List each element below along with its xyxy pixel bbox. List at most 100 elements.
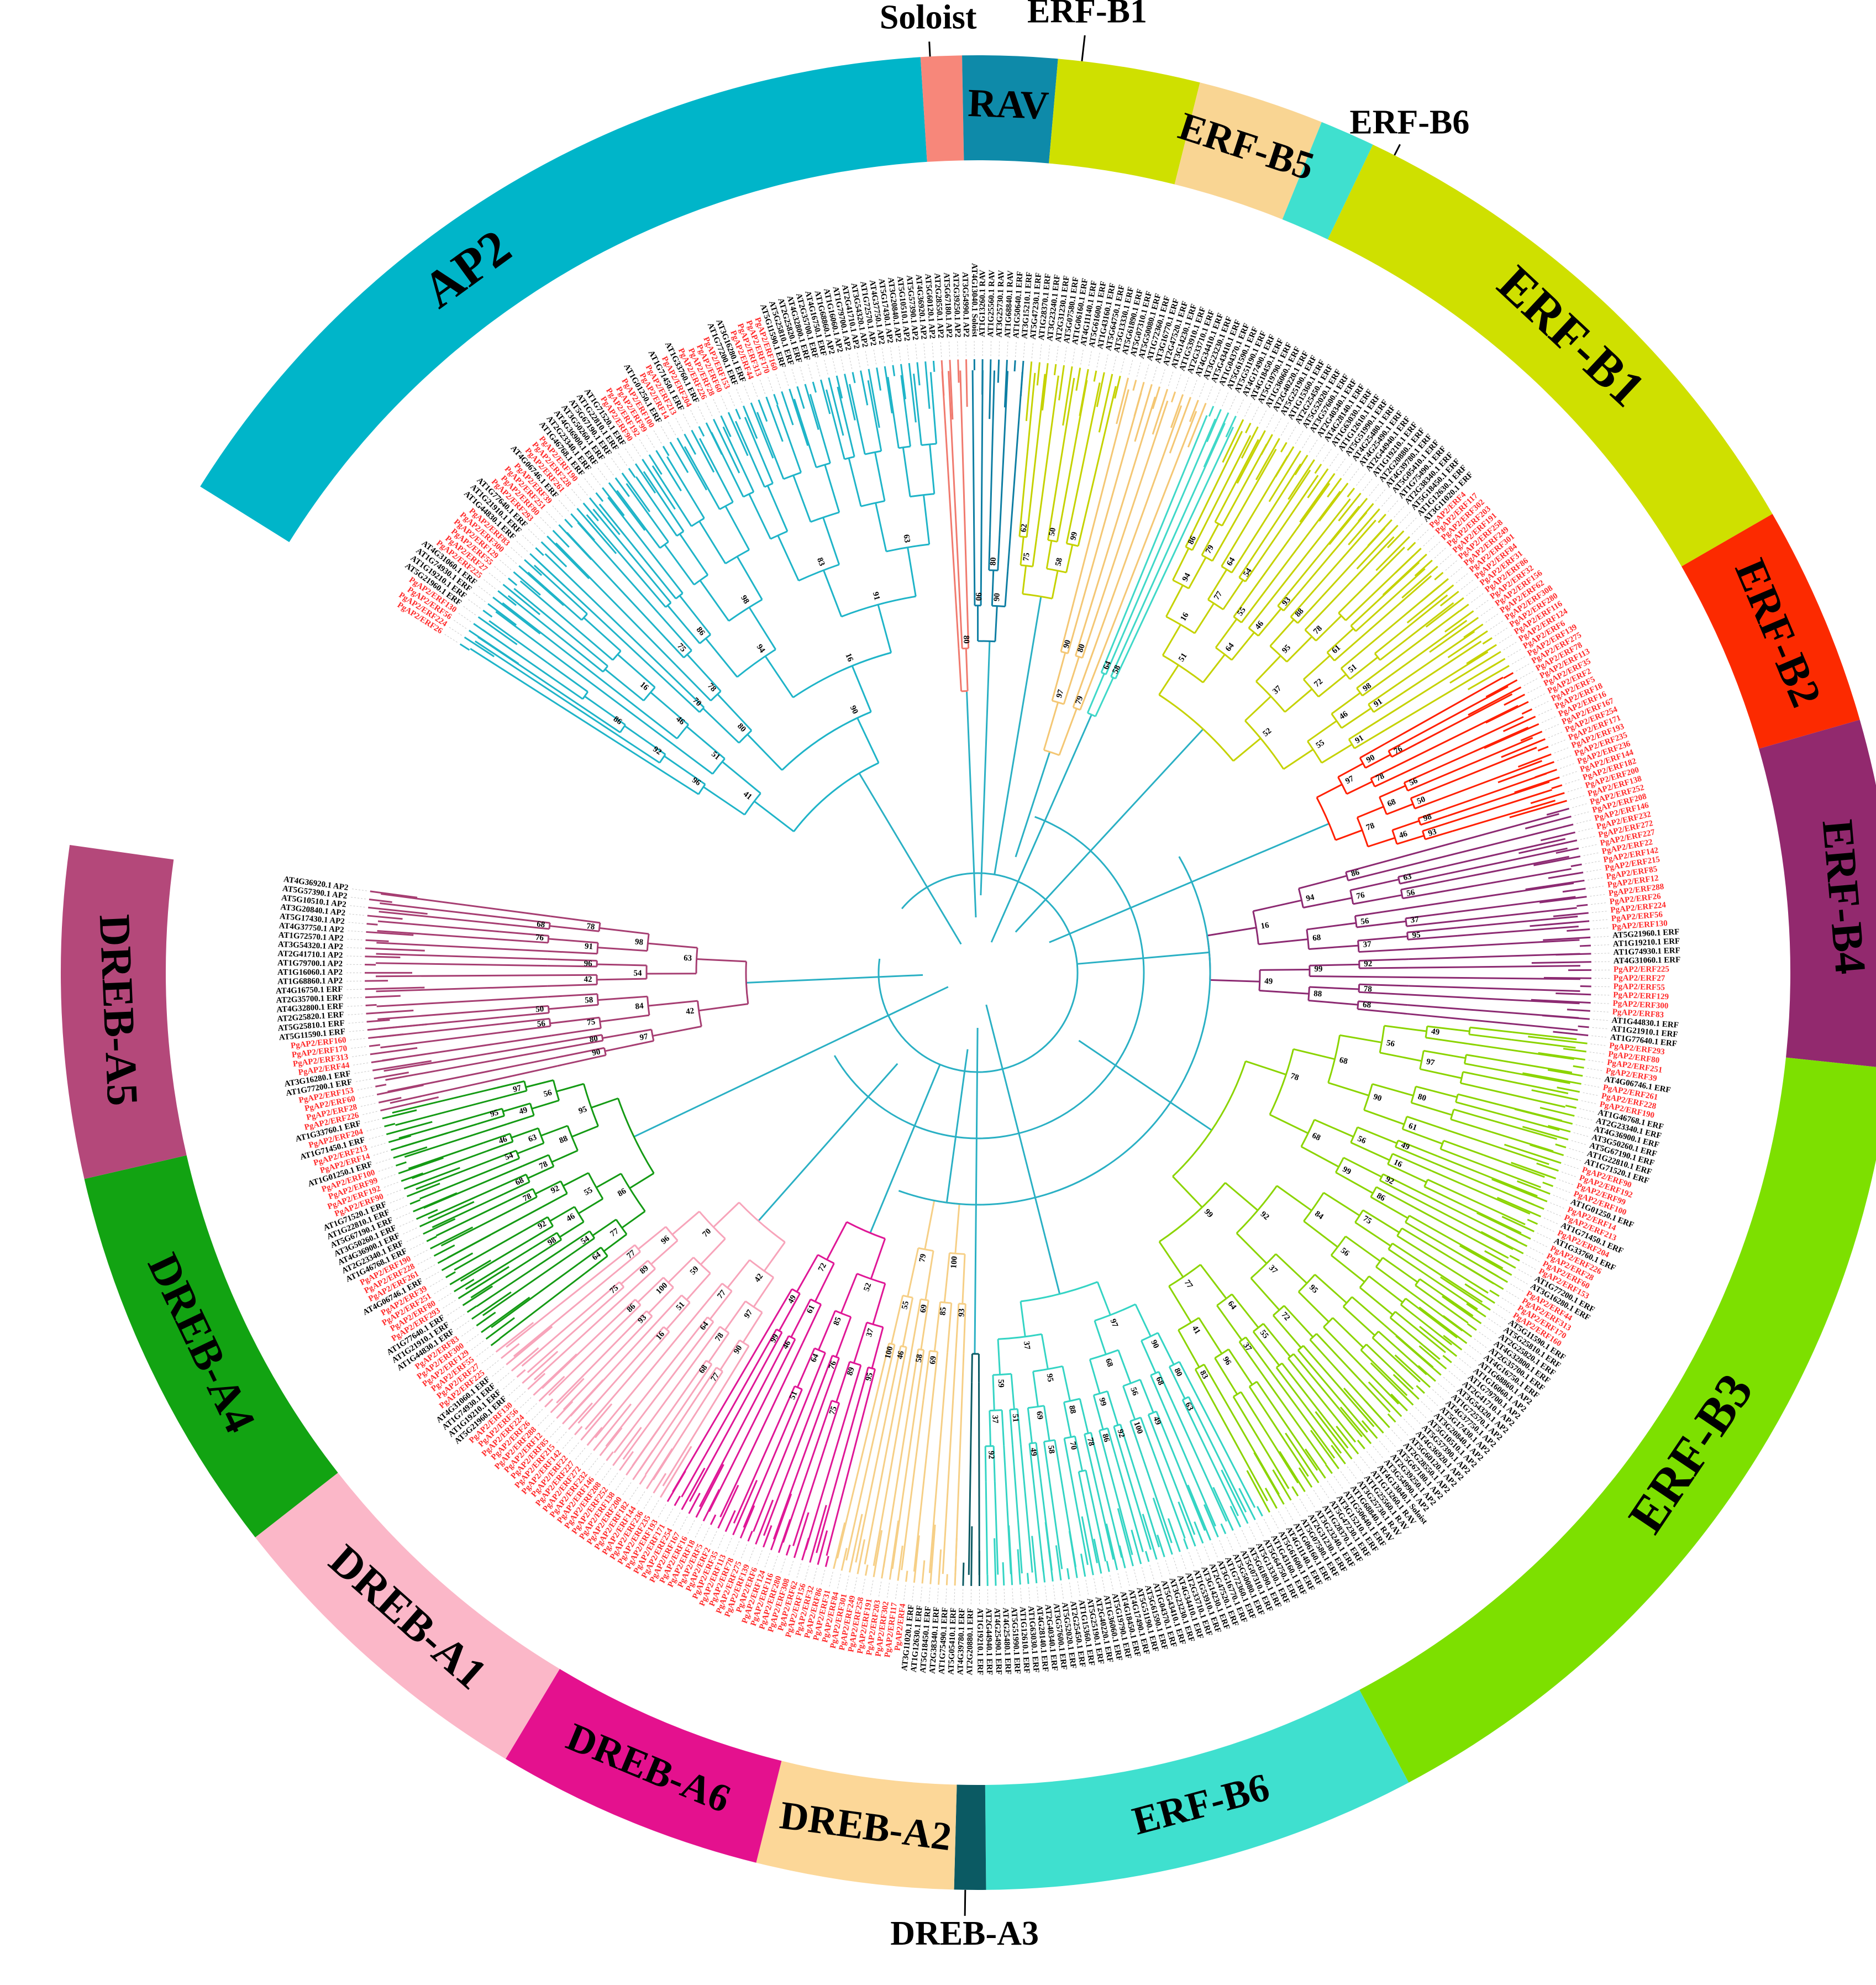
tip-guide xyxy=(564,493,575,506)
branch xyxy=(639,1326,665,1354)
bootstrap-value: 49 xyxy=(1400,1141,1411,1152)
tip-branch xyxy=(1378,513,1386,523)
branch xyxy=(622,1354,700,1460)
branch xyxy=(1051,652,1066,701)
tip-branch xyxy=(852,372,856,384)
branch xyxy=(1122,418,1216,636)
tip-guide xyxy=(1411,523,1423,535)
branch-arc xyxy=(523,1081,528,1091)
branch xyxy=(1409,953,1580,960)
branch xyxy=(719,1342,804,1517)
branch xyxy=(876,1343,890,1392)
tip-guide xyxy=(1514,1276,1528,1285)
branch xyxy=(823,1357,840,1399)
branch xyxy=(570,1321,659,1417)
branch xyxy=(994,606,998,642)
branch xyxy=(1332,1317,1364,1348)
tip-guide xyxy=(380,1174,396,1180)
branch xyxy=(594,1310,701,1438)
tip-guide xyxy=(713,398,720,413)
leaf-labels: PgAP2/ERF26PgAP2/ERF224PgAP2/ERF56PgAP2/… xyxy=(276,263,1681,1675)
tip-guide xyxy=(1330,453,1339,466)
branch xyxy=(1203,1364,1226,1402)
tip-branch xyxy=(732,1479,758,1536)
tip-branch xyxy=(1142,1514,1158,1560)
branch xyxy=(1052,377,1075,512)
branch xyxy=(1141,1454,1173,1543)
bootstrap-value: 79 xyxy=(918,1253,928,1263)
tip-branch xyxy=(535,547,544,556)
branch-arc xyxy=(1052,700,1064,705)
tip-guide xyxy=(1362,478,1373,491)
branch xyxy=(547,958,597,962)
branch xyxy=(971,370,975,570)
branch xyxy=(826,389,833,412)
tip-branch xyxy=(1521,708,1533,715)
leaf-label: AT3G54320.1 AP2 xyxy=(278,940,344,952)
tip-branch xyxy=(1117,1508,1134,1567)
branch-arc xyxy=(992,1373,1012,1376)
branch xyxy=(1446,838,1566,867)
group-ring-erf-b1 xyxy=(1327,144,1773,566)
branch-arc xyxy=(866,1321,884,1328)
branch-arc xyxy=(1255,680,1286,713)
branch xyxy=(948,371,961,606)
tip-guide xyxy=(1445,560,1458,571)
branch xyxy=(482,1133,511,1144)
branch-arc xyxy=(1359,757,1367,769)
tip-guide xyxy=(1184,376,1190,392)
branch xyxy=(907,1248,919,1297)
branch xyxy=(548,993,598,998)
branch xyxy=(1454,896,1576,913)
bootstrap-value: 49 xyxy=(1028,1447,1038,1457)
branch xyxy=(541,670,584,700)
branch xyxy=(1337,763,1364,778)
tip-branch xyxy=(369,1044,381,1047)
branch-arc xyxy=(548,1018,551,1027)
branch xyxy=(1200,1264,1227,1299)
branch xyxy=(1321,527,1385,598)
tip-branch xyxy=(865,1564,869,1576)
tip-guide xyxy=(1559,1179,1574,1185)
branch xyxy=(1123,1460,1152,1550)
branch xyxy=(777,535,800,581)
bootstrap-value: 69 xyxy=(919,1304,929,1313)
branch xyxy=(477,636,580,706)
tip-guide xyxy=(392,1205,407,1212)
tip-guide xyxy=(1211,1543,1218,1558)
tip-branch xyxy=(612,1426,642,1466)
branch xyxy=(627,1315,653,1343)
branch-arc xyxy=(1359,1275,1370,1288)
branch xyxy=(1241,594,1264,623)
leaf-label: AT5G05410.1 ERF xyxy=(947,1608,958,1675)
bootstrap-value: 78 xyxy=(706,681,718,694)
branch-arc xyxy=(582,1083,599,1127)
backbone-branch xyxy=(758,1063,898,1222)
tip-guide xyxy=(650,1500,659,1514)
branch xyxy=(719,1340,740,1370)
branch-arc xyxy=(1044,1439,1055,1443)
branch xyxy=(1074,608,1091,656)
leaf-label: AT1G68860.1 AP2 xyxy=(277,976,343,986)
branch xyxy=(377,930,499,941)
branch xyxy=(1387,1163,1427,1183)
tip-guide xyxy=(940,341,942,357)
bootstrap-value: 100 xyxy=(1132,1420,1144,1435)
branch xyxy=(1406,920,1457,927)
bootstrap-value: 90 xyxy=(1372,1093,1383,1104)
branch xyxy=(1099,1430,1110,1466)
tip-guide xyxy=(531,1409,543,1421)
branch xyxy=(1264,475,1319,553)
branch xyxy=(612,1251,641,1275)
branch-arc xyxy=(743,491,754,498)
bootstrap-value: 99 xyxy=(1314,965,1322,974)
branch xyxy=(1089,396,1156,608)
branch xyxy=(1378,651,1489,721)
bootstrap-value: 80 xyxy=(1172,1367,1184,1378)
branch xyxy=(1304,603,1331,631)
branch-arc xyxy=(793,762,879,832)
bootstrap-value: 92 xyxy=(986,1451,995,1459)
tip-guide xyxy=(1219,1540,1226,1555)
tip-guide xyxy=(1088,350,1092,366)
tip-guide xyxy=(812,1568,817,1583)
